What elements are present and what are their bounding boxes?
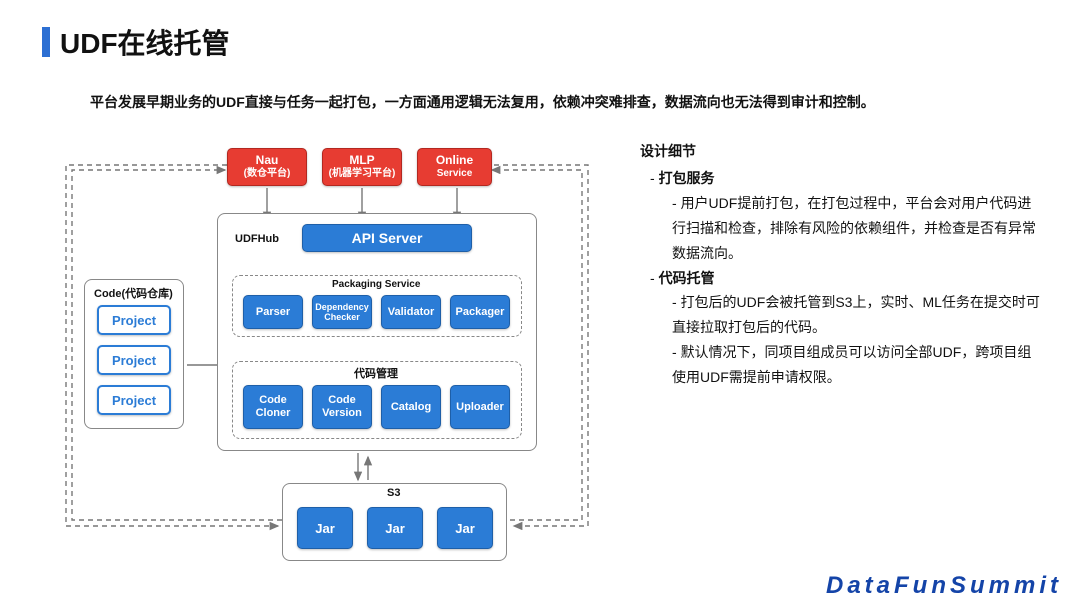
diagram: Nau (数仓平台) MLP (机器学习平台) Online Service U… [42, 135, 602, 580]
design-heading: 设计细节 [640, 139, 1042, 164]
node-nau: Nau (数仓平台) [227, 148, 307, 186]
node-nau-sub: (数仓平台) [244, 168, 291, 180]
node-validator: Validator [381, 295, 441, 329]
bullet-pack-service: - 打包服务 [650, 166, 1042, 191]
host-item-1-text: 打包后的UDF会被托管到S3上，实时、ML任务在提交时可直接拉取打包后的代码。 [672, 294, 1040, 335]
node-code-version: Code Version [312, 385, 372, 429]
title-accent [42, 27, 50, 57]
label-udf-hub: UDFHub [235, 233, 279, 245]
node-jar-2: Jar [437, 507, 493, 549]
pack-title: 打包服务 [659, 170, 715, 186]
watermark-text: DataFunSummit [826, 572, 1062, 600]
host-item-1: - 打包后的UDF会被托管到S3上，实时、ML任务在提交时可直接拉取打包后的代码… [672, 290, 1042, 340]
node-online-sub: Service [437, 168, 473, 180]
host-item-2: - 默认情况下，同项目组成员可以访问全部UDF，跨项目组使用UDF需提前申请权限… [672, 340, 1042, 390]
label-code-repo: Code(代码仓库) [94, 285, 173, 301]
subtitle-text: 平台发展早期业务的UDF直接与任务一起打包，一方面通用逻辑无法复用，依赖冲突难排… [90, 92, 1010, 112]
node-code-cloner: Code Cloner [243, 385, 303, 429]
pack-item-1: - 用户UDF提前打包，在打包过程中，平台会对用户代码进行扫描和检查，排除有风险… [672, 191, 1042, 266]
node-jar-0: Jar [297, 507, 353, 549]
label-packaging: Packaging Service [332, 279, 420, 290]
bullet-code-host: - 代码托管 [650, 266, 1042, 291]
host-title: 代码托管 [659, 270, 715, 286]
node-online-title: Online [436, 154, 473, 168]
node-mlp: MLP (机器学习平台) [322, 148, 402, 186]
node-nau-title: Nau [256, 154, 279, 168]
node-parser: Parser [243, 295, 303, 329]
slide: UDF在线托管 平台发展早期业务的UDF直接与任务一起打包，一方面通用逻辑无法复… [0, 0, 1080, 608]
node-jar-1: Jar [367, 507, 423, 549]
node-dep-checker: Dependency Checker [312, 295, 372, 329]
node-online: Online Service [417, 148, 492, 186]
label-s3: S3 [387, 487, 400, 499]
node-uploader: Uploader [450, 385, 510, 429]
title-bar: UDF在线托管 [42, 22, 230, 62]
node-mlp-title: MLP [349, 154, 374, 168]
content-area: Nau (数仓平台) MLP (机器学习平台) Online Service U… [42, 135, 1042, 580]
node-project-0: Project [97, 305, 171, 335]
node-mlp-sub: (机器学习平台) [329, 168, 396, 180]
node-api-server: API Server [302, 224, 472, 252]
node-code-cloner-text: Code Cloner [256, 394, 291, 419]
node-catalog: Catalog [381, 385, 441, 429]
label-code-mgmt: 代码管理 [354, 365, 398, 381]
host-item-2-text: 默认情况下，同项目组成员可以访问全部UDF，跨项目组使用UDF需提前申请权限。 [672, 344, 1031, 385]
node-code-version-text: Code Version [322, 394, 362, 419]
node-project-2: Project [97, 385, 171, 415]
text-column: 设计细节 - 打包服务 - 用户UDF提前打包，在打包过程中，平台会对用户代码进… [618, 135, 1042, 580]
node-project-1: Project [97, 345, 171, 375]
node-dep-checker-text: Dependency Checker [315, 302, 369, 323]
page-title: UDF在线托管 [60, 22, 230, 62]
pack-item-1-text: 用户UDF提前打包，在打包过程中，平台会对用户代码进行扫描和检查，排除有风险的依… [672, 195, 1036, 261]
node-packager: Packager [450, 295, 510, 329]
